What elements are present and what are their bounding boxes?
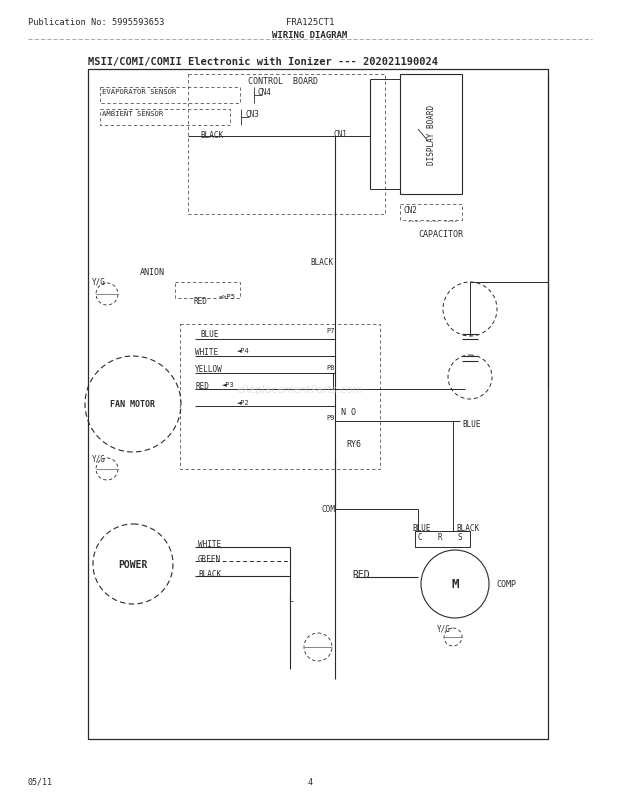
Text: ◄P4: ◄P4 xyxy=(237,347,250,354)
Text: BLUE: BLUE xyxy=(200,330,218,338)
Text: FRA125CT1: FRA125CT1 xyxy=(286,18,334,27)
Bar xyxy=(400,75,462,195)
Bar xyxy=(175,282,240,298)
Text: CN4: CN4 xyxy=(258,88,272,97)
Text: CN2: CN2 xyxy=(403,206,417,215)
Text: RED: RED xyxy=(195,382,209,391)
Text: AMBIENT SENSOR: AMBIENT SENSOR xyxy=(102,111,163,117)
Bar xyxy=(100,110,230,126)
Text: P9: P9 xyxy=(326,415,335,420)
Text: 05/11: 05/11 xyxy=(28,777,53,786)
Text: R: R xyxy=(437,533,441,541)
Text: Publication No: 5995593653: Publication No: 5995593653 xyxy=(28,18,164,27)
Text: RED: RED xyxy=(193,297,207,306)
Bar xyxy=(188,75,385,215)
Text: ANION: ANION xyxy=(140,268,165,277)
Text: BLUE: BLUE xyxy=(412,524,430,533)
Bar xyxy=(415,532,470,547)
Text: RY6: RY6 xyxy=(346,439,361,448)
Text: Y/G: Y/G xyxy=(92,277,106,286)
Text: YELLOW: YELLOW xyxy=(195,365,223,374)
Text: GREEN: GREEN xyxy=(198,554,221,563)
Text: M: M xyxy=(451,577,459,591)
Text: eReplacementParts.com: eReplacementParts.com xyxy=(237,384,363,395)
Bar xyxy=(400,205,462,221)
Bar xyxy=(88,70,548,739)
Text: L: L xyxy=(288,594,293,603)
Text: BLUE: BLUE xyxy=(462,419,480,428)
Text: N O: N O xyxy=(341,407,356,416)
Text: S: S xyxy=(458,533,463,541)
Text: BLACK: BLACK xyxy=(198,569,221,578)
Text: =>P5: =>P5 xyxy=(219,294,236,300)
Text: FAN MOTOR: FAN MOTOR xyxy=(110,400,156,409)
Text: 4: 4 xyxy=(308,777,312,786)
Text: BLACK: BLACK xyxy=(310,257,333,267)
Text: ◄P3: ◄P3 xyxy=(222,382,235,387)
Text: DISPLAY BOARD: DISPLAY BOARD xyxy=(427,105,435,165)
Text: COM: COM xyxy=(321,504,335,513)
Text: P7: P7 xyxy=(326,327,335,334)
Text: RED: RED xyxy=(352,569,370,579)
Text: BLACK: BLACK xyxy=(200,131,223,140)
Bar xyxy=(100,88,240,104)
Text: P8: P8 xyxy=(326,365,335,371)
Text: MSII/COMI/COMII Electronic with Ionizer --- 202021190024: MSII/COMI/COMII Electronic with Ionizer … xyxy=(88,57,438,67)
Text: ◄P2: ◄P2 xyxy=(237,399,250,406)
Text: CAPACITOR: CAPACITOR xyxy=(418,229,463,239)
Bar xyxy=(180,325,380,469)
Text: Y/G: Y/G xyxy=(92,455,106,464)
Text: COMP: COMP xyxy=(496,579,516,588)
Text: Y/G: Y/G xyxy=(437,624,451,634)
Text: WHITE: WHITE xyxy=(195,347,218,357)
Text: POWER: POWER xyxy=(118,559,148,569)
Text: WIRING DIAGRAM: WIRING DIAGRAM xyxy=(272,31,348,40)
Text: EVAPORATOR SENSOR: EVAPORATOR SENSOR xyxy=(102,89,176,95)
Text: WHITE: WHITE xyxy=(198,539,221,549)
Text: CN1: CN1 xyxy=(334,130,348,139)
Text: BLACK: BLACK xyxy=(456,524,479,533)
Text: C: C xyxy=(418,533,423,541)
Text: CONTROL  BOARD: CONTROL BOARD xyxy=(248,77,318,86)
Text: CN3: CN3 xyxy=(245,110,259,119)
